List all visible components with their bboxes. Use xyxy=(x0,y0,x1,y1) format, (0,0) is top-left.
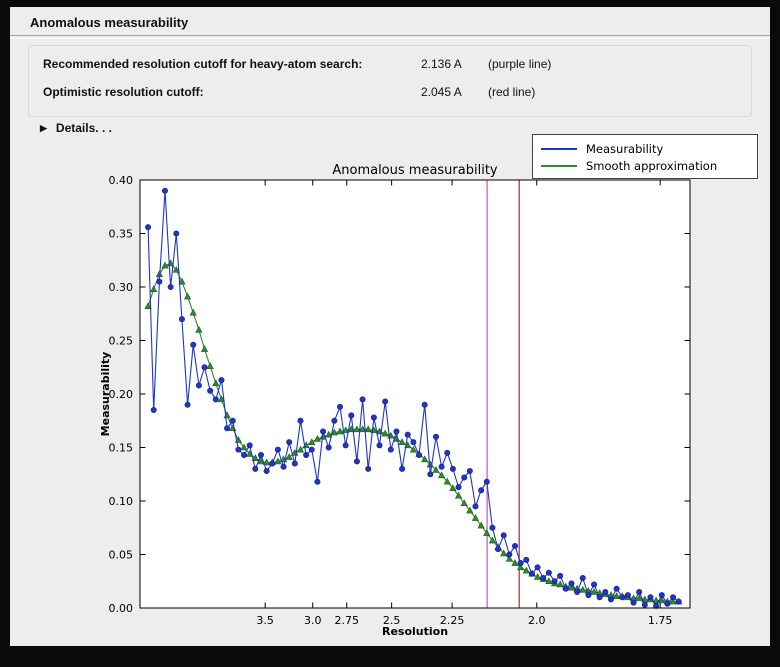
chart-legend: Measurability Smooth approximation xyxy=(532,134,758,179)
optimistic-cutoff-value: 2.045 A xyxy=(421,85,462,99)
recommended-cutoff-label: Recommended resolution cutoff for heavy-… xyxy=(43,57,363,71)
panel-title: Anomalous measurability xyxy=(30,15,189,30)
optimistic-cutoff-label: Optimistic resolution cutoff: xyxy=(43,85,204,99)
title-separator xyxy=(10,35,770,39)
recommended-cutoff-value: 2.136 A xyxy=(421,57,462,71)
optimistic-cutoff-note: (red line) xyxy=(488,85,536,99)
info-row-recommended: Recommended resolution cutoff for heavy-… xyxy=(43,57,551,71)
measurability-line-swatch xyxy=(541,147,577,150)
details-disclosure[interactable]: ▶ Details. . . xyxy=(40,121,112,135)
svg-text:0.30: 0.30 xyxy=(109,281,134,294)
svg-text:Anomalous measurability: Anomalous measurability xyxy=(332,163,498,178)
svg-text:0.25: 0.25 xyxy=(109,335,134,348)
svg-text:3.5: 3.5 xyxy=(256,614,274,627)
measurability-chart: 3.5 3.0 2.75 2.5 2.25 2.0 1.75 0.00 0.05 0.10 0.15… xyxy=(99,163,691,638)
svg-text:0.35: 0.35 xyxy=(109,228,134,241)
disclosure-triangle-icon: ▶ xyxy=(40,123,47,133)
recommended-cutoff-note: (purple line) xyxy=(488,57,552,71)
smooth-approximation-line-swatch xyxy=(541,164,577,167)
legend-label-measurability: Measurability xyxy=(586,141,664,156)
legend-row-smooth: Smooth approximation xyxy=(541,157,749,174)
svg-text:3.0: 3.0 xyxy=(304,614,322,627)
svg-text:1.75: 1.75 xyxy=(648,614,673,627)
svg-text:0.00: 0.00 xyxy=(109,602,134,615)
svg-text:2.0: 2.0 xyxy=(528,614,546,627)
svg-text:Measurability: Measurability xyxy=(99,352,112,437)
svg-text:0.10: 0.10 xyxy=(109,495,134,508)
legend-label-smooth: Smooth approximation xyxy=(586,158,718,173)
svg-text:0.40: 0.40 xyxy=(109,174,134,187)
svg-text:2.25: 2.25 xyxy=(440,614,465,627)
details-label: Details. . . xyxy=(55,121,112,135)
svg-text:2.75: 2.75 xyxy=(335,614,360,627)
anomalous-measurability-panel: Anomalous measurability Recommended reso… xyxy=(10,7,770,646)
info-row-optimistic: Optimistic resolution cutoff: 2.045 A (red… xyxy=(43,85,535,99)
legend-row-measurability: Measurability xyxy=(541,140,749,157)
cutoff-info-box: Recommended resolution cutoff for heavy-… xyxy=(28,45,752,117)
svg-text:0.15: 0.15 xyxy=(109,442,134,455)
svg-text:2.5: 2.5 xyxy=(383,614,401,627)
svg-text:Resolution: Resolution xyxy=(382,625,448,638)
svg-text:0.20: 0.20 xyxy=(109,388,134,401)
svg-text:0.05: 0.05 xyxy=(109,549,134,562)
chart-figure: 3.5 3.0 2.75 2.5 2.25 2.0 1.75 0.00 0.05 0.10 0.15… xyxy=(95,132,768,640)
